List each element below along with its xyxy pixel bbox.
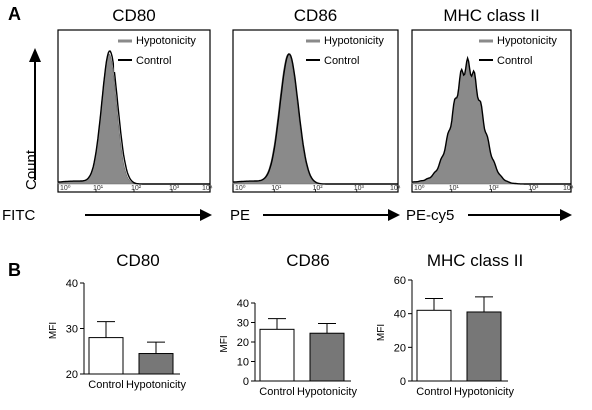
x-arrow-head bbox=[560, 209, 572, 221]
bar-chart-title: CD86 bbox=[286, 251, 329, 270]
x-tick-label: 10⁴ bbox=[390, 185, 401, 192]
y-axis-label: Count bbox=[23, 149, 40, 190]
x-tick-label: 10⁰ bbox=[60, 184, 71, 192]
category-label: Control bbox=[259, 386, 294, 398]
y-tick-label: 20 bbox=[394, 342, 406, 354]
histogram-title: MHC class II bbox=[443, 6, 539, 25]
legend-label-control: Control bbox=[497, 55, 532, 67]
y-tick-label: 40 bbox=[66, 278, 78, 290]
bar-chart-1: CD80 20 30 40 MFI Control Hypotonicity bbox=[48, 251, 186, 391]
histogram-3: MHC class II 10⁰ 10¹ 10² 10³ 10⁴ Hypotonicity C… bbox=[406, 6, 574, 224]
y-axis-label: MFI bbox=[219, 335, 230, 352]
y-tick-label: 40 bbox=[237, 298, 249, 310]
x-axis-label: PE-cy5 bbox=[406, 207, 454, 224]
category-label: Control bbox=[416, 386, 451, 398]
y-tick-label: 60 bbox=[394, 275, 406, 287]
x-tick-label: 10⁴ bbox=[202, 185, 213, 192]
y-tick-label: 40 bbox=[394, 309, 406, 321]
y-tick-label: 0 bbox=[243, 376, 249, 388]
x-tick-label: 10⁰ bbox=[414, 184, 425, 192]
y-tick-label: 0 bbox=[400, 376, 406, 388]
x-arrow-head bbox=[388, 209, 400, 221]
legend-label-control: Control bbox=[136, 55, 171, 67]
y-axis-label: MFI bbox=[48, 322, 59, 339]
x-axis-label: FITC bbox=[2, 207, 35, 224]
y-tick-label: 20 bbox=[66, 369, 78, 381]
legend-label-hypotonicity: Hypotonicity bbox=[136, 35, 196, 47]
bar-control bbox=[416, 309, 452, 382]
y-tick-label: 20 bbox=[237, 337, 249, 349]
histogram-panels: Count CD80 10⁰ 10¹ 10² 10³ 10⁴ Hypotonicity Cont… bbox=[2, 6, 574, 224]
category-label: Hypotonicity bbox=[126, 379, 186, 391]
legend-label-hypotonicity: Hypotonicity bbox=[497, 35, 557, 47]
bar-chart-2: CD86 0 10 20 30 40 MFI Control Hypotonicity bbox=[219, 251, 357, 398]
bar-chart-title: MHC class II bbox=[427, 251, 523, 270]
count-arrow-head bbox=[29, 48, 41, 62]
bar-hypotonicity bbox=[466, 311, 502, 382]
x-tick-label: 10¹ bbox=[271, 185, 282, 192]
bar-chart-3: MHC class II 0 20 40 60 MFI Control Hypotonicit… bbox=[376, 251, 523, 398]
panel-label-a: A bbox=[8, 4, 21, 24]
y-axis-label: MFI bbox=[376, 324, 387, 341]
x-tick-label: 10² bbox=[489, 185, 500, 192]
x-axis-label: PE bbox=[230, 207, 250, 224]
legend-label-control: Control bbox=[324, 55, 359, 67]
x-tick-label: 10³ bbox=[169, 185, 180, 192]
category-label: Hypotonicity bbox=[297, 386, 357, 398]
y-tick-label: 30 bbox=[237, 318, 249, 330]
x-tick-label: 10² bbox=[313, 185, 324, 192]
x-tick-label: 10¹ bbox=[93, 185, 104, 192]
x-tick-label: 10² bbox=[131, 185, 142, 192]
bar-chart-title: CD80 bbox=[116, 251, 159, 270]
x-tick-label: 10³ bbox=[528, 185, 539, 192]
x-tick-label: 10⁰ bbox=[235, 184, 246, 192]
bar-hypotonicity bbox=[309, 332, 345, 382]
control-histogram bbox=[57, 50, 210, 185]
x-arrow-head bbox=[200, 209, 212, 221]
panel-label-b: B bbox=[8, 260, 21, 280]
y-tick-label: 10 bbox=[237, 357, 249, 369]
histogram-title: CD86 bbox=[294, 6, 337, 25]
bar-hypotonicity bbox=[138, 353, 174, 375]
bar-control bbox=[259, 328, 295, 382]
x-tick-label: 10⁴ bbox=[563, 185, 574, 192]
histogram-title: CD80 bbox=[112, 6, 155, 25]
category-label: Hypotonicity bbox=[454, 386, 514, 398]
legend-label-hypotonicity: Hypotonicity bbox=[324, 35, 384, 47]
x-tick-label: 10¹ bbox=[449, 185, 460, 192]
x-tick-label: 10³ bbox=[354, 185, 365, 192]
y-tick-label: 30 bbox=[66, 324, 78, 336]
control-histogram bbox=[411, 55, 571, 185]
bar-control bbox=[88, 337, 124, 375]
control-histogram bbox=[232, 53, 398, 185]
category-label: Control bbox=[88, 379, 123, 391]
histogram-2: CD86 10⁰ 10¹ 10² 10³ 10⁴ Hypotonicity Control PE bbox=[230, 6, 401, 224]
histogram-1: CD80 10⁰ 10¹ 10² 10³ 10⁴ Hypotonicity Control FI… bbox=[2, 6, 213, 224]
